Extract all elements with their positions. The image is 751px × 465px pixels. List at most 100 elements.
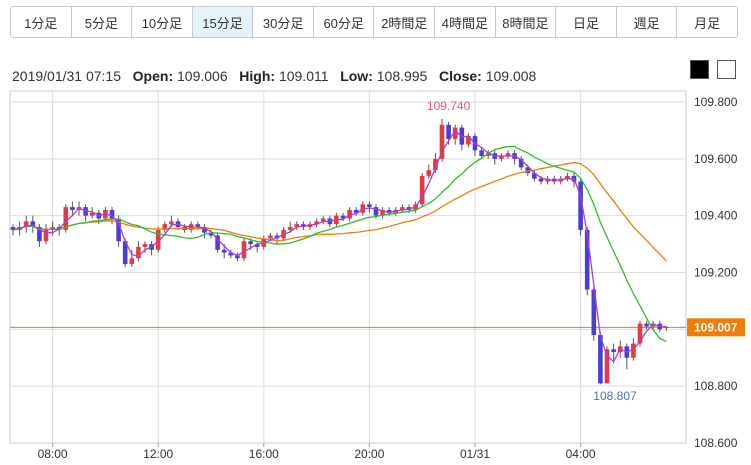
- candle-body: [611, 349, 616, 353]
- candle-body: [162, 224, 168, 230]
- candle-body: [578, 181, 583, 230]
- candle: [294, 221, 300, 230]
- y-tick-label: 109.200: [694, 266, 738, 280]
- candle: [235, 252, 240, 262]
- candle-body: [604, 349, 610, 384]
- candle-body: [353, 209, 359, 213]
- candle-body: [499, 155, 504, 159]
- tab-7[interactable]: 4時間足: [435, 7, 496, 37]
- candle-body: [241, 241, 247, 259]
- candle: [37, 224, 42, 247]
- high-label: High:: [239, 68, 276, 84]
- y-tick-label: 109.800: [694, 95, 738, 109]
- tab-1[interactable]: 5分足: [71, 7, 133, 37]
- candle-body: [466, 136, 471, 145]
- candle-body: [228, 252, 234, 256]
- candle-body: [30, 221, 36, 228]
- candle: [116, 215, 121, 247]
- candle: [162, 221, 168, 233]
- y-tick-label: 108.600: [694, 436, 738, 450]
- candle-body: [136, 246, 141, 259]
- tab-10[interactable]: 週足: [616, 7, 678, 37]
- candle-body: [485, 153, 491, 156]
- candle-body: [426, 170, 432, 176]
- candle-body: [380, 209, 385, 216]
- candle: [215, 232, 220, 253]
- candle: [664, 326, 669, 331]
- candle-body: [386, 209, 392, 213]
- candle-body: [320, 218, 326, 222]
- candle-body: [518, 158, 524, 168]
- tab-2[interactable]: 10分足: [132, 7, 193, 37]
- x-tick-label: 08:00: [38, 447, 68, 461]
- candle: [314, 218, 319, 228]
- tab-9[interactable]: 日足: [556, 7, 617, 37]
- candle: [155, 227, 161, 253]
- candle: [228, 249, 234, 259]
- candle: [578, 178, 583, 236]
- candle-body: [294, 224, 300, 228]
- candle-body: [208, 232, 214, 236]
- candle-body: [215, 235, 220, 250]
- candle-body: [591, 289, 597, 336]
- x-tick-label: 04:00: [566, 447, 596, 461]
- candle: [380, 207, 385, 219]
- candle-body: [340, 215, 346, 219]
- tab-11[interactable]: 月足: [677, 7, 737, 37]
- low-value: 108.995: [376, 68, 428, 84]
- candle-body: [202, 227, 207, 233]
- candle-body: [221, 249, 227, 253]
- candle-body: [248, 241, 253, 245]
- candle-body: [400, 207, 405, 210]
- dark-theme-button[interactable]: [690, 60, 709, 79]
- candle-body: [63, 207, 69, 230]
- tab-0[interactable]: 1分足: [11, 7, 72, 37]
- candle-body: [439, 124, 445, 159]
- candle-body: [254, 244, 260, 247]
- tab-5[interactable]: 60分足: [313, 7, 375, 37]
- candle: [129, 249, 135, 267]
- candle-body: [23, 221, 29, 228]
- candle: [499, 153, 504, 162]
- ma-short-line: [12, 129, 667, 363]
- candle-body: [10, 227, 16, 230]
- candle-body: [538, 178, 544, 182]
- ohlc-datetime: 2019/01/31 07:15: [12, 68, 121, 84]
- candle-body: [129, 258, 135, 264]
- close-value: 109.008: [485, 68, 537, 84]
- candle: [426, 164, 432, 179]
- candle-body: [70, 207, 75, 210]
- candle: [400, 204, 405, 213]
- light-theme-button[interactable]: [717, 60, 736, 79]
- candle: [452, 124, 458, 145]
- timeframe-tabs: 1分足 5分足 10分足 15分足 30分足 60分足 2時間足 4時間足 8時間足 日足 週足 月足: [10, 6, 738, 38]
- candle-body: [664, 327, 669, 329]
- y-tick-label: 109.400: [694, 209, 738, 223]
- candle-body: [373, 207, 379, 216]
- candle: [122, 238, 128, 267]
- candle-body: [505, 153, 511, 156]
- candle-body: [37, 227, 42, 242]
- candle-body: [287, 227, 293, 230]
- candle: [604, 346, 610, 384]
- candle-body: [479, 150, 484, 156]
- candle-body: [89, 212, 95, 216]
- tab-6[interactable]: 2時間足: [374, 7, 436, 37]
- candle-body: [565, 175, 570, 179]
- x-tick-label: 12:00: [143, 447, 173, 461]
- candle: [202, 224, 207, 239]
- candle-body: [268, 235, 273, 239]
- tab-4[interactable]: 30分足: [253, 7, 314, 37]
- tab-8[interactable]: 8時間足: [495, 7, 557, 37]
- open-label: Open:: [132, 68, 174, 84]
- candle-body: [525, 167, 531, 174]
- candle: [367, 201, 372, 213]
- candle: [419, 173, 425, 208]
- tab-3[interactable]: 15分足: [192, 7, 254, 37]
- candle-body: [235, 255, 240, 259]
- open-value: 109.006: [177, 68, 228, 84]
- candle-body: [314, 221, 319, 225]
- candle: [591, 286, 597, 341]
- candle: [598, 332, 603, 385]
